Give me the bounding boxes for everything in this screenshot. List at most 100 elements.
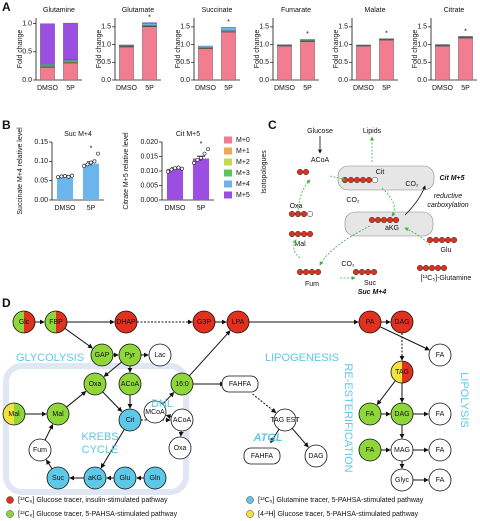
node xyxy=(358,438,382,462)
node xyxy=(28,438,52,462)
pathway-arrow xyxy=(189,330,231,377)
pathway-arrow xyxy=(270,429,280,444)
node xyxy=(90,343,114,367)
significance: * xyxy=(90,145,93,152)
node-label: FAHFA xyxy=(229,381,252,388)
node-label: ACoA xyxy=(173,417,192,424)
pathway-arrow xyxy=(376,380,396,406)
node-label: Oxa xyxy=(174,445,187,452)
node xyxy=(390,360,414,384)
node-label: MAG xyxy=(394,447,410,454)
chart-title: Cit M+5 xyxy=(176,131,200,138)
y-tick-label: 0.0 xyxy=(101,77,111,84)
node xyxy=(143,466,167,490)
carbon xyxy=(314,268,322,276)
x-tick-label: 5P xyxy=(197,205,206,212)
node xyxy=(390,402,414,426)
arrow xyxy=(404,227,431,246)
node-label: ACoA xyxy=(121,381,140,388)
pathway-arrow xyxy=(291,428,309,448)
carbon xyxy=(426,236,434,244)
pathway-label: DNL xyxy=(151,398,173,410)
bar-segment xyxy=(63,22,78,60)
node-label: Glc xyxy=(19,319,30,326)
carbon xyxy=(302,268,310,276)
node xyxy=(358,402,382,426)
pathway-arrow xyxy=(102,391,123,412)
y-tick-label: 0.5 xyxy=(180,59,190,66)
bar-segment xyxy=(40,67,55,81)
bar-segment xyxy=(300,41,315,81)
node xyxy=(44,310,68,334)
arrow xyxy=(404,185,426,216)
carbon xyxy=(347,176,355,184)
legend-label: [4-²H] Glucose tracer, 5-PAHSA-stimulate… xyxy=(258,511,419,518)
carbon xyxy=(428,264,436,272)
node xyxy=(118,343,142,367)
y-tick-label: 0.0 xyxy=(417,77,427,84)
diagram-c: Glucose Lipids ACoA Cit Cit M+5 Oxa CO₂ CO₂ redu… xyxy=(288,128,471,296)
diagram-label: Lipids xyxy=(363,128,382,135)
node-label: Lac xyxy=(154,352,166,359)
y-tick-label: 1.0 xyxy=(180,41,190,48)
chart-title: Citrate xyxy=(444,7,465,14)
legend-swatch xyxy=(224,136,232,144)
diagram-label: aKG xyxy=(385,225,399,232)
bar-segment xyxy=(63,62,78,81)
significance: * xyxy=(227,19,230,26)
carbon xyxy=(352,268,360,276)
significance: * xyxy=(385,30,388,37)
y-tick-label: 0.0 xyxy=(180,77,190,84)
node-label: DAG xyxy=(394,411,409,418)
bar-segment xyxy=(40,64,55,66)
arrow xyxy=(329,175,346,181)
carbon xyxy=(365,176,373,184)
significance: * xyxy=(200,141,203,148)
diagram-label: carboxylation xyxy=(427,202,468,209)
carbon xyxy=(392,216,400,224)
carbon xyxy=(288,210,296,218)
node xyxy=(148,343,172,367)
diagram-label: Fum xyxy=(305,281,319,288)
bar-segment xyxy=(142,26,157,81)
pathway-label: LIPOLYSIS xyxy=(458,372,470,427)
carbon xyxy=(368,216,376,224)
node xyxy=(12,310,36,334)
bar-segment xyxy=(300,39,315,41)
chart-title: Fumarate xyxy=(281,7,311,14)
bar-segment xyxy=(40,23,55,65)
bar-segment xyxy=(198,48,213,81)
bar-segment xyxy=(435,46,450,81)
y-axis-label: Fold change xyxy=(96,30,103,69)
data-point xyxy=(96,151,100,156)
legend-dot xyxy=(6,510,14,518)
carbon xyxy=(434,264,442,272)
node-box xyxy=(243,447,281,465)
node xyxy=(428,468,452,492)
panel-label: D xyxy=(2,296,11,310)
node-label: Gln xyxy=(150,475,161,482)
node-label: GAP xyxy=(95,352,110,359)
x-tick-label: 5P xyxy=(382,85,391,92)
legend-label: M+5 xyxy=(236,192,250,199)
node-label: Fum xyxy=(33,447,47,454)
y-tick-label: 0.000 xyxy=(140,197,158,204)
legend-label: M+0 xyxy=(236,137,250,144)
bar-segment xyxy=(142,22,157,24)
node xyxy=(390,468,414,492)
legend-dot xyxy=(246,510,254,518)
y-tick-label: 0.5 xyxy=(417,59,427,66)
node-box xyxy=(221,375,259,393)
data-point xyxy=(89,160,93,165)
data-point xyxy=(85,162,90,167)
y-tick-label: 0.5 xyxy=(101,59,111,66)
data-point xyxy=(206,147,210,152)
legend-swatch xyxy=(224,169,232,177)
carbon xyxy=(300,210,308,218)
bar-segment xyxy=(379,38,394,40)
carbon xyxy=(386,216,394,224)
y-tick-label: 0.005 xyxy=(140,182,158,189)
node-label: Glu xyxy=(120,475,131,482)
node xyxy=(428,402,452,426)
diagram-label: Oxa xyxy=(290,203,303,210)
